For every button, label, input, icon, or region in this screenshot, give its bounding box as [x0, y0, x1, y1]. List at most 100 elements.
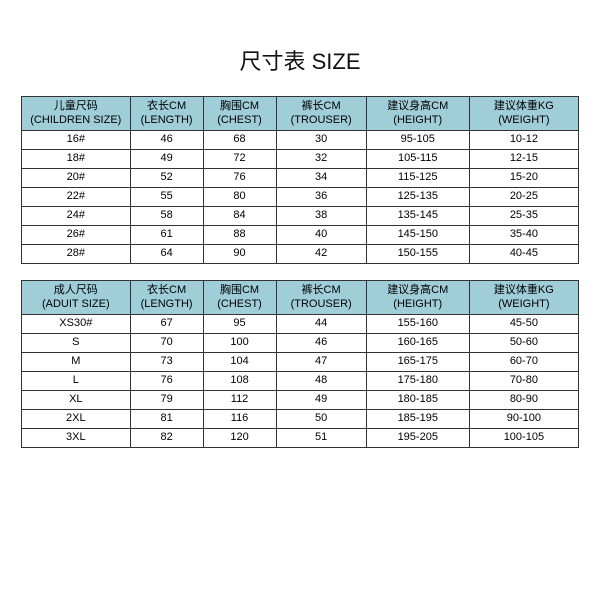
table-cell: 100-105 — [469, 429, 578, 448]
table-cell: S — [22, 334, 131, 353]
table-cell: 165-175 — [366, 353, 469, 372]
col-header-en: (CHILDREN SIZE) — [23, 114, 129, 128]
table-cell: 84 — [203, 207, 276, 226]
table-cell: 10-12 — [469, 131, 578, 150]
table-row: 2XL8111650185-19590-100 — [22, 410, 579, 429]
table-cell: 67 — [130, 315, 203, 334]
col-header-cn: 建议身高CM — [368, 284, 468, 298]
table-gap — [21, 264, 579, 280]
table-cell: 180-185 — [366, 391, 469, 410]
table-cell: 35-40 — [469, 226, 578, 245]
table-cell: 48 — [276, 372, 366, 391]
col-header: 裤长CM(TROUSER) — [276, 97, 366, 131]
col-header-cn: 建议体重KG — [471, 100, 577, 114]
children-tbody: 16#46683095-10510-1218#497232105-11512-1… — [22, 131, 579, 264]
table-cell: 49 — [276, 391, 366, 410]
table-cell: 95-105 — [366, 131, 469, 150]
col-header-en: (TROUSER) — [278, 298, 365, 312]
col-header-cn: 衣长CM — [132, 100, 202, 114]
table-cell: XL — [22, 391, 131, 410]
table-cell: 25-35 — [469, 207, 578, 226]
table-row: 16#46683095-10510-12 — [22, 131, 579, 150]
table-cell: 60-70 — [469, 353, 578, 372]
col-header-cn: 裤长CM — [278, 100, 365, 114]
col-header-cn: 儿童尺码 — [23, 100, 129, 114]
col-header: 建议身高CM(HEIGHT) — [366, 97, 469, 131]
col-header: 胸围CM(CHEST) — [203, 97, 276, 131]
children-size-table: 儿童尺码(CHILDREN SIZE) 衣长CM(LENGTH) 胸围CM(CH… — [21, 96, 579, 264]
col-header-en: (CHEST) — [205, 114, 275, 128]
table-cell: 95 — [203, 315, 276, 334]
col-header-cn: 裤长CM — [278, 284, 365, 298]
table-cell: 15-20 — [469, 169, 578, 188]
col-header: 建议体重KG(WEIGHT) — [469, 281, 578, 315]
table-cell: 115-125 — [366, 169, 469, 188]
table-cell: 49 — [130, 150, 203, 169]
table-cell: 100 — [203, 334, 276, 353]
table-row: 24#588438135-14525-35 — [22, 207, 579, 226]
adult-size-table: 成人尺码(ADUIT SIZE) 衣长CM(LENGTH) 胸围CM(CHEST… — [21, 280, 579, 448]
table-cell: 116 — [203, 410, 276, 429]
table-cell: 81 — [130, 410, 203, 429]
table-cell: 82 — [130, 429, 203, 448]
table-row: 22#558036125-13520-25 — [22, 188, 579, 207]
table-cell: 3XL — [22, 429, 131, 448]
col-header: 胸围CM(CHEST) — [203, 281, 276, 315]
table-cell: 52 — [130, 169, 203, 188]
table-cell: 28# — [22, 245, 131, 264]
table-cell: 195-205 — [366, 429, 469, 448]
col-header-en: (HEIGHT) — [368, 114, 468, 128]
table-cell: 34 — [276, 169, 366, 188]
table-cell: 20# — [22, 169, 131, 188]
table-cell: 80 — [203, 188, 276, 207]
table-cell: 50 — [276, 410, 366, 429]
table-cell: 112 — [203, 391, 276, 410]
page-title: 尺寸表 SIZE — [239, 44, 360, 76]
table-row: 3XL8212051195-205100-105 — [22, 429, 579, 448]
table-cell: 76 — [130, 372, 203, 391]
adult-header-row: 成人尺码(ADUIT SIZE) 衣长CM(LENGTH) 胸围CM(CHEST… — [22, 281, 579, 315]
table-row: 26#618840145-15035-40 — [22, 226, 579, 245]
col-header-en: (HEIGHT) — [368, 298, 468, 312]
col-header-en: (WEIGHT) — [471, 298, 577, 312]
table-cell: 80-90 — [469, 391, 578, 410]
col-header-en: (CHEST) — [205, 298, 275, 312]
col-header-cn: 衣长CM — [132, 284, 202, 298]
table-cell: 79 — [130, 391, 203, 410]
col-header-en: (WEIGHT) — [471, 114, 577, 128]
col-header-cn: 胸围CM — [205, 100, 275, 114]
table-cell: 42 — [276, 245, 366, 264]
table-cell: 90-100 — [469, 410, 578, 429]
col-header: 裤长CM(TROUSER) — [276, 281, 366, 315]
table-row: XS30#679544155-16045-50 — [22, 315, 579, 334]
table-cell: L — [22, 372, 131, 391]
table-cell: 22# — [22, 188, 131, 207]
table-cell: 20-25 — [469, 188, 578, 207]
table-cell: 160-165 — [366, 334, 469, 353]
table-row: 18#497232105-11512-15 — [22, 150, 579, 169]
col-header-en: (ADUIT SIZE) — [23, 298, 129, 312]
table-row: 28#649042150-15540-45 — [22, 245, 579, 264]
table-cell: 145-150 — [366, 226, 469, 245]
table-row: L7610848175-18070-80 — [22, 372, 579, 391]
table-cell: 120 — [203, 429, 276, 448]
table-cell: 125-135 — [366, 188, 469, 207]
col-header-cn: 建议身高CM — [368, 100, 468, 114]
table-cell: 64 — [130, 245, 203, 264]
col-header: 建议身高CM(HEIGHT) — [366, 281, 469, 315]
table-cell: 135-145 — [366, 207, 469, 226]
table-cell: 150-155 — [366, 245, 469, 264]
table-cell: 61 — [130, 226, 203, 245]
table-row: M7310447165-17560-70 — [22, 353, 579, 372]
table-cell: 155-160 — [366, 315, 469, 334]
adult-tbody: XS30#679544155-16045-50S7010046160-16550… — [22, 315, 579, 448]
table-cell: 46 — [276, 334, 366, 353]
table-row: XL7911249180-18580-90 — [22, 391, 579, 410]
tables-container: 儿童尺码(CHILDREN SIZE) 衣长CM(LENGTH) 胸围CM(CH… — [21, 96, 579, 448]
table-cell: 72 — [203, 150, 276, 169]
table-row: S7010046160-16550-60 — [22, 334, 579, 353]
table-cell: 105-115 — [366, 150, 469, 169]
table-cell: 47 — [276, 353, 366, 372]
children-header-row: 儿童尺码(CHILDREN SIZE) 衣长CM(LENGTH) 胸围CM(CH… — [22, 97, 579, 131]
table-cell: 50-60 — [469, 334, 578, 353]
